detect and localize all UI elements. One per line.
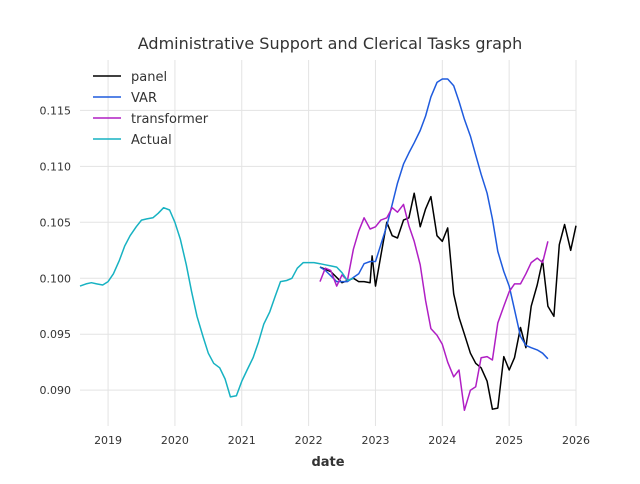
y-tick-label: 0.110 xyxy=(40,160,72,173)
x-tick-label: 2025 xyxy=(495,434,523,447)
x-tick-label: 2022 xyxy=(295,434,323,447)
legend-label: Actual xyxy=(131,133,172,148)
grid xyxy=(80,60,577,426)
y-tick-label: 0.105 xyxy=(40,216,72,229)
legend: panel VAR transformer Actual xyxy=(93,70,209,148)
x-tick-label: 2020 xyxy=(161,434,189,447)
y-tick-label: 0.095 xyxy=(40,328,72,341)
x-axis-ticks: 2019 2020 2021 2022 2023 2024 2025 2026 xyxy=(94,434,590,447)
y-axis-ticks: 0.090 0.095 0.100 0.105 0.110 0.115 xyxy=(40,104,72,397)
legend-label: VAR xyxy=(131,91,157,106)
x-tick-label: 2019 xyxy=(94,434,122,447)
x-tick-label: 2021 xyxy=(228,434,256,447)
legend-label: transformer xyxy=(131,112,209,127)
legend-label: panel xyxy=(131,70,167,85)
y-tick-label: 0.100 xyxy=(40,272,72,285)
y-tick-label: 0.090 xyxy=(40,384,72,397)
x-axis-label: date xyxy=(311,455,344,470)
series-line-transformer xyxy=(319,203,549,412)
x-tick-label: 2024 xyxy=(428,434,456,447)
x-tick-label: 2026 xyxy=(562,434,590,447)
chart-title: Administrative Support and Clerical Task… xyxy=(138,34,522,53)
y-tick-label: 0.115 xyxy=(40,104,72,117)
series-line-var xyxy=(319,78,549,360)
series-lines xyxy=(79,78,577,412)
series-line-panel xyxy=(319,192,577,410)
x-tick-label: 2023 xyxy=(361,434,389,447)
series-line-actual xyxy=(79,206,354,398)
